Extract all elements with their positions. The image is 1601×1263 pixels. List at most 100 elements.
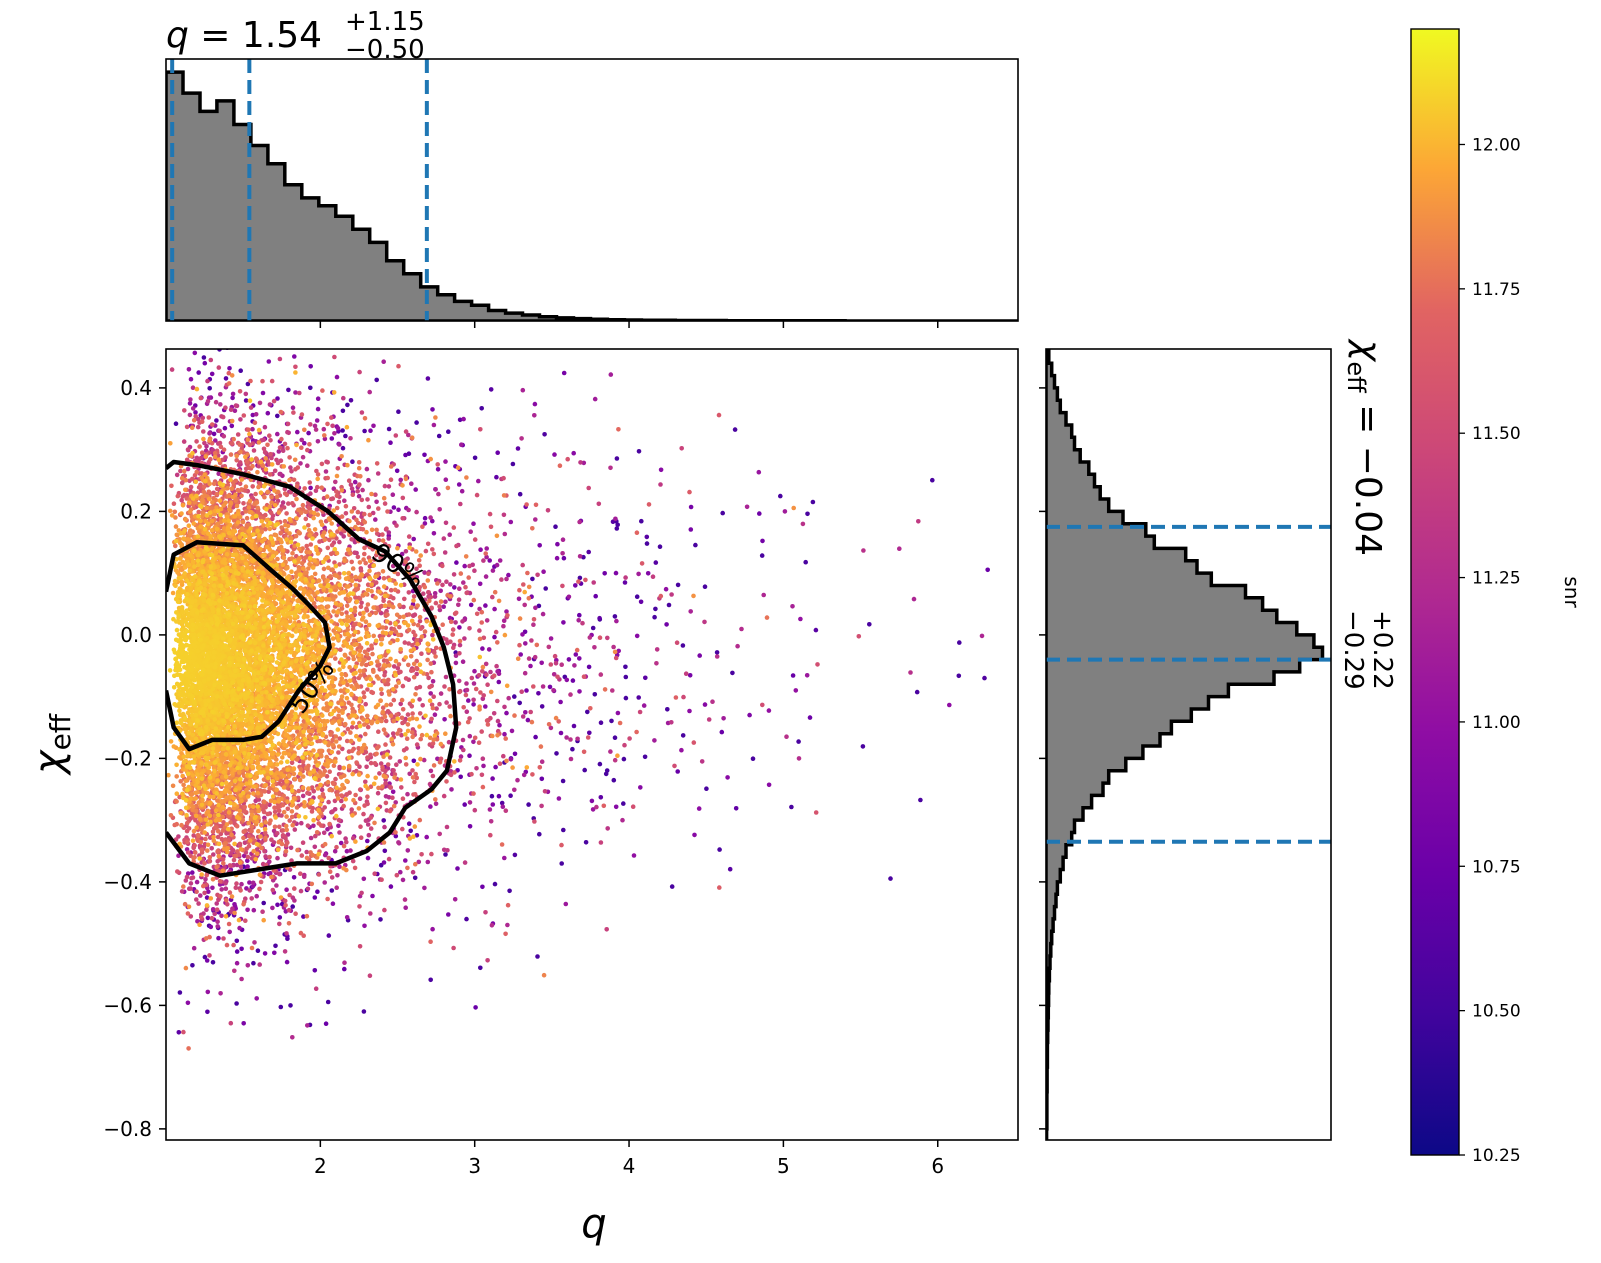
- scatter-point: [217, 440, 223, 446]
- scatter-point: [339, 454, 344, 459]
- scatter-point: [477, 628, 482, 633]
- scatter-point: [571, 723, 577, 729]
- scatter-point: [422, 885, 427, 891]
- scatter-point: [300, 793, 306, 799]
- scatter-point: [687, 673, 693, 678]
- scatter-point: [815, 662, 820, 667]
- scatter-point: [245, 381, 251, 387]
- scatter-point: [374, 377, 380, 383]
- scatter-point: [525, 570, 530, 576]
- scatter-point: [480, 756, 486, 761]
- scatter-point: [282, 949, 288, 954]
- scatter-point: [592, 645, 597, 650]
- scatter-point: [363, 662, 369, 668]
- scatter-point: [333, 776, 338, 782]
- scatter-point: [241, 413, 247, 418]
- scatter-point: [210, 907, 216, 912]
- scatter-point: [422, 515, 428, 521]
- scatter-point: [183, 965, 189, 971]
- scatter-point: [262, 951, 268, 956]
- scatter-point: [395, 666, 401, 671]
- scatter-point: [246, 843, 252, 849]
- scatter-point: [204, 872, 209, 878]
- scatter-point: [282, 441, 288, 447]
- scatter-point: [477, 704, 482, 709]
- scatter-point: [302, 570, 308, 576]
- scatter-point: [208, 924, 214, 930]
- scatter-point: [431, 531, 437, 536]
- scatter-point: [441, 793, 447, 799]
- scatter-point: [284, 814, 289, 819]
- scatter-point: [412, 875, 418, 881]
- scatter-point: [205, 378, 210, 384]
- scatter-point: [428, 515, 433, 520]
- scatter-point: [1023, 698, 1028, 703]
- scatter-point: [442, 717, 447, 722]
- scatter-point: [292, 776, 298, 782]
- scatter-point: [492, 881, 498, 887]
- scatter-point: [261, 777, 267, 782]
- scatter-point: [342, 558, 347, 563]
- scatter-point: [413, 487, 419, 492]
- scatter-point: [552, 653, 558, 659]
- scatter-point: [291, 477, 297, 483]
- scatter-point: [480, 784, 486, 790]
- scatter-point: [191, 833, 196, 838]
- scatter-point: [277, 356, 283, 362]
- scatter-point: [254, 500, 260, 505]
- scatter-point: [210, 960, 216, 965]
- scatter-point: [372, 871, 378, 876]
- scatter-point: [309, 736, 314, 742]
- scatter-point: [536, 603, 542, 609]
- scatter-point: [541, 569, 546, 574]
- scatter-point: [574, 647, 580, 653]
- top-histogram-bars: [166, 70, 1018, 321]
- scatter-point: [382, 483, 388, 489]
- scatter-point: [302, 427, 307, 433]
- scatter-point: [467, 800, 473, 805]
- scatter-point: [227, 929, 232, 935]
- scatter-point: [573, 652, 579, 657]
- scatter-point: [188, 397, 193, 402]
- scatter-point: [267, 433, 272, 439]
- scatter-point: [245, 437, 251, 442]
- scatter-point: [279, 436, 284, 442]
- scatter-point: [609, 718, 614, 724]
- scatter-point: [337, 830, 342, 835]
- scatter-point: [572, 663, 577, 668]
- scatter-point: [613, 570, 619, 576]
- scatter-point: [388, 440, 393, 446]
- scatter-point: [589, 798, 595, 804]
- scatter-point: [257, 886, 262, 892]
- scatter-point: [577, 554, 583, 559]
- scatter-point: [386, 484, 392, 489]
- scatter-point: [615, 710, 621, 716]
- scatter-point: [283, 848, 289, 854]
- scatter-point: [918, 797, 923, 803]
- scatter-point: [605, 635, 610, 641]
- scatter-point: [275, 431, 280, 437]
- scatter-point: [791, 505, 796, 511]
- scatter-point: [175, 869, 180, 874]
- scatter-point: [461, 580, 466, 585]
- scatter-point: [757, 511, 762, 516]
- scatter-point: [271, 398, 277, 404]
- scatter-point: [594, 804, 599, 810]
- scatter-point: [456, 482, 462, 487]
- scatter-point: [638, 785, 643, 790]
- scatter-point: [789, 804, 794, 810]
- scatter-point: [179, 889, 185, 894]
- scatter-point: [290, 904, 296, 909]
- scatter-point: [374, 745, 380, 751]
- scatter-point: [399, 785, 404, 790]
- scatter-point: [553, 524, 558, 529]
- scatter-point: [181, 782, 186, 788]
- scatter-point: [383, 780, 389, 786]
- scatter-point: [472, 568, 477, 573]
- scatter-point: [462, 860, 468, 865]
- scatter-point: [322, 852, 328, 858]
- scatter-point: [194, 879, 200, 885]
- scatter-point: [979, 633, 985, 639]
- scatter-point: [237, 442, 243, 447]
- scatter-point: [455, 866, 460, 871]
